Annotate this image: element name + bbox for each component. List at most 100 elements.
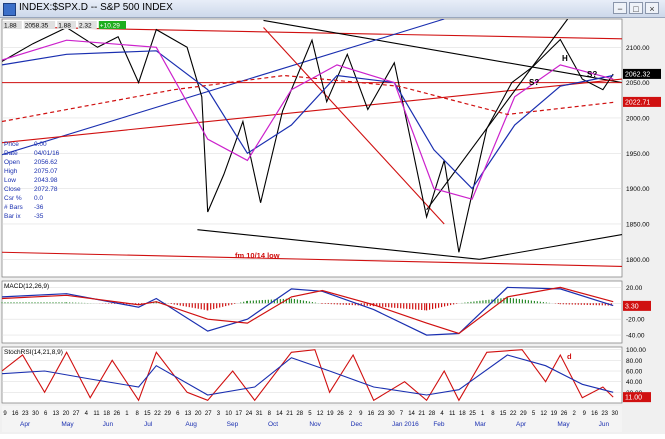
y-tick-label: 1950.00 — [626, 151, 650, 158]
annotation-s-right: S? — [587, 70, 597, 79]
header-value-box — [23, 21, 56, 29]
header-value-box — [78, 21, 97, 29]
x-day-label: 8 — [268, 411, 272, 417]
x-day-label: 21 — [418, 411, 425, 417]
x-month-label: Jun — [599, 421, 610, 428]
x-day-label: 10 — [225, 411, 232, 417]
data-box-label: Open — [4, 159, 20, 166]
x-day-label: 18 — [459, 411, 466, 417]
y-tick-label: 2000.00 — [626, 115, 650, 122]
x-day-label: 12 — [540, 411, 547, 417]
annotation-head: H — [562, 54, 568, 63]
window-title: INDEX:$SPX.D -- S&P 500 INDEX — [19, 2, 173, 13]
x-day-label: 29 — [164, 411, 171, 417]
panel-stochrsi — [1, 346, 623, 404]
x-day-label: 1 — [481, 411, 485, 417]
panel-price — [1, 18, 623, 278]
x-axis-band — [2, 406, 622, 432]
x-day-label: 9 — [583, 411, 587, 417]
y-tick-label: 80.00 — [626, 358, 643, 365]
header-value: 2.32 — [79, 23, 92, 30]
price-tag-label: 11.00 — [625, 395, 642, 402]
data-box-label: Bar ix — [4, 213, 21, 220]
x-day-label: 27 — [73, 411, 80, 417]
chart-area[interactable]: 1800.00 1850.00 1900.00 1950.00 2000.00 2050.… — [0, 17, 665, 434]
stochrsi-line — [2, 349, 614, 402]
x-day-label: 11 — [93, 411, 100, 417]
data-box-value: 2075.07 — [34, 168, 58, 175]
y-tick-label: 2050.00 — [626, 80, 650, 87]
trendline — [38, 26, 622, 40]
x-day-label: 20 — [63, 411, 70, 417]
x-day-label: 17 — [235, 411, 242, 417]
y-tick-label: 100.00 — [626, 347, 646, 354]
x-month-label: Jul — [144, 421, 153, 428]
price-tag — [623, 96, 661, 107]
trendline — [2, 78, 622, 144]
x-month-label: Oct — [268, 421, 278, 428]
title-bar[interactable]: INDEX:$SPX.D -- S&P 500 INDEX − □ × — [0, 0, 665, 18]
data-box-value: -36 — [34, 204, 44, 211]
x-day-label: 8 — [491, 411, 495, 417]
x-day-label: 25 — [469, 411, 476, 417]
header-value: +10.29 — [100, 23, 120, 30]
x-day-label: 29 — [520, 411, 527, 417]
x-day-label: 15 — [500, 411, 507, 417]
maximize-button[interactable]: □ — [629, 2, 643, 14]
x-day-label: 30 — [611, 411, 618, 417]
x-day-label: 8 — [135, 411, 139, 417]
panel-macd — [1, 280, 623, 344]
macd-title: MACD(12,26,9) — [4, 283, 49, 290]
x-day-label: 30 — [388, 411, 395, 417]
x-day-label: 22 — [510, 411, 517, 417]
x-day-label: 1 — [125, 411, 129, 417]
x-day-label: 16 — [591, 411, 598, 417]
x-day-label: 23 — [601, 411, 608, 417]
macd-line — [2, 286, 614, 336]
minimize-button[interactable]: − — [613, 2, 627, 14]
data-box-value: 2072.78 — [34, 186, 58, 193]
x-day-label: 31 — [256, 411, 263, 417]
x-month-label: Apr — [516, 421, 527, 428]
x-day-label: 27 — [205, 411, 212, 417]
trendline — [426, 19, 569, 211]
x-day-label: 13 — [185, 411, 192, 417]
x-month-label: Nov — [309, 421, 321, 428]
close-button[interactable]: × — [645, 2, 659, 14]
annotation-s-left: S? — [529, 78, 539, 87]
x-month-label: May — [61, 421, 74, 428]
x-day-label: 3 — [217, 411, 221, 417]
x-month-label: Mar — [475, 421, 487, 428]
header-value: 1.88 — [58, 23, 71, 30]
x-day-label: 4 — [85, 411, 89, 417]
x-day-label: 28 — [429, 411, 436, 417]
y-tick-label: 20.00 — [626, 285, 643, 292]
x-day-label: 2 — [573, 411, 577, 417]
ma-line — [2, 39, 614, 200]
trendline — [2, 19, 445, 156]
data-box-label: High — [4, 168, 18, 175]
x-day-label: 16 — [368, 411, 375, 417]
x-day-label: 5 — [532, 411, 536, 417]
y-tick-label: 40.00 — [626, 379, 643, 386]
x-day-label: 5 — [308, 411, 312, 417]
price-tag — [623, 300, 651, 311]
x-day-label: 4 — [440, 411, 444, 417]
x-day-label: 22 — [154, 411, 161, 417]
x-day-label: 7 — [400, 411, 404, 417]
data-box-label: Date — [4, 150, 18, 157]
x-day-label: 15 — [144, 411, 151, 417]
header-value-box — [98, 21, 126, 29]
x-day-label: 12 — [317, 411, 324, 417]
data-box-value: 2056.62 — [34, 159, 58, 166]
chart-canvas[interactable]: 1800.001850.001900.001950.002000.002050.… — [0, 17, 665, 434]
x-month-label: Dec — [351, 421, 363, 428]
data-box-label: Low — [4, 177, 16, 184]
x-day-label: 14 — [276, 411, 283, 417]
data-box-value: 2043.98 — [34, 177, 58, 184]
header-value: 2058.35 — [25, 23, 49, 30]
x-day-label: 13 — [52, 411, 59, 417]
x-day-label: 19 — [551, 411, 558, 417]
x-day-label: 6 — [176, 411, 180, 417]
x-day-label: 6 — [44, 411, 48, 417]
